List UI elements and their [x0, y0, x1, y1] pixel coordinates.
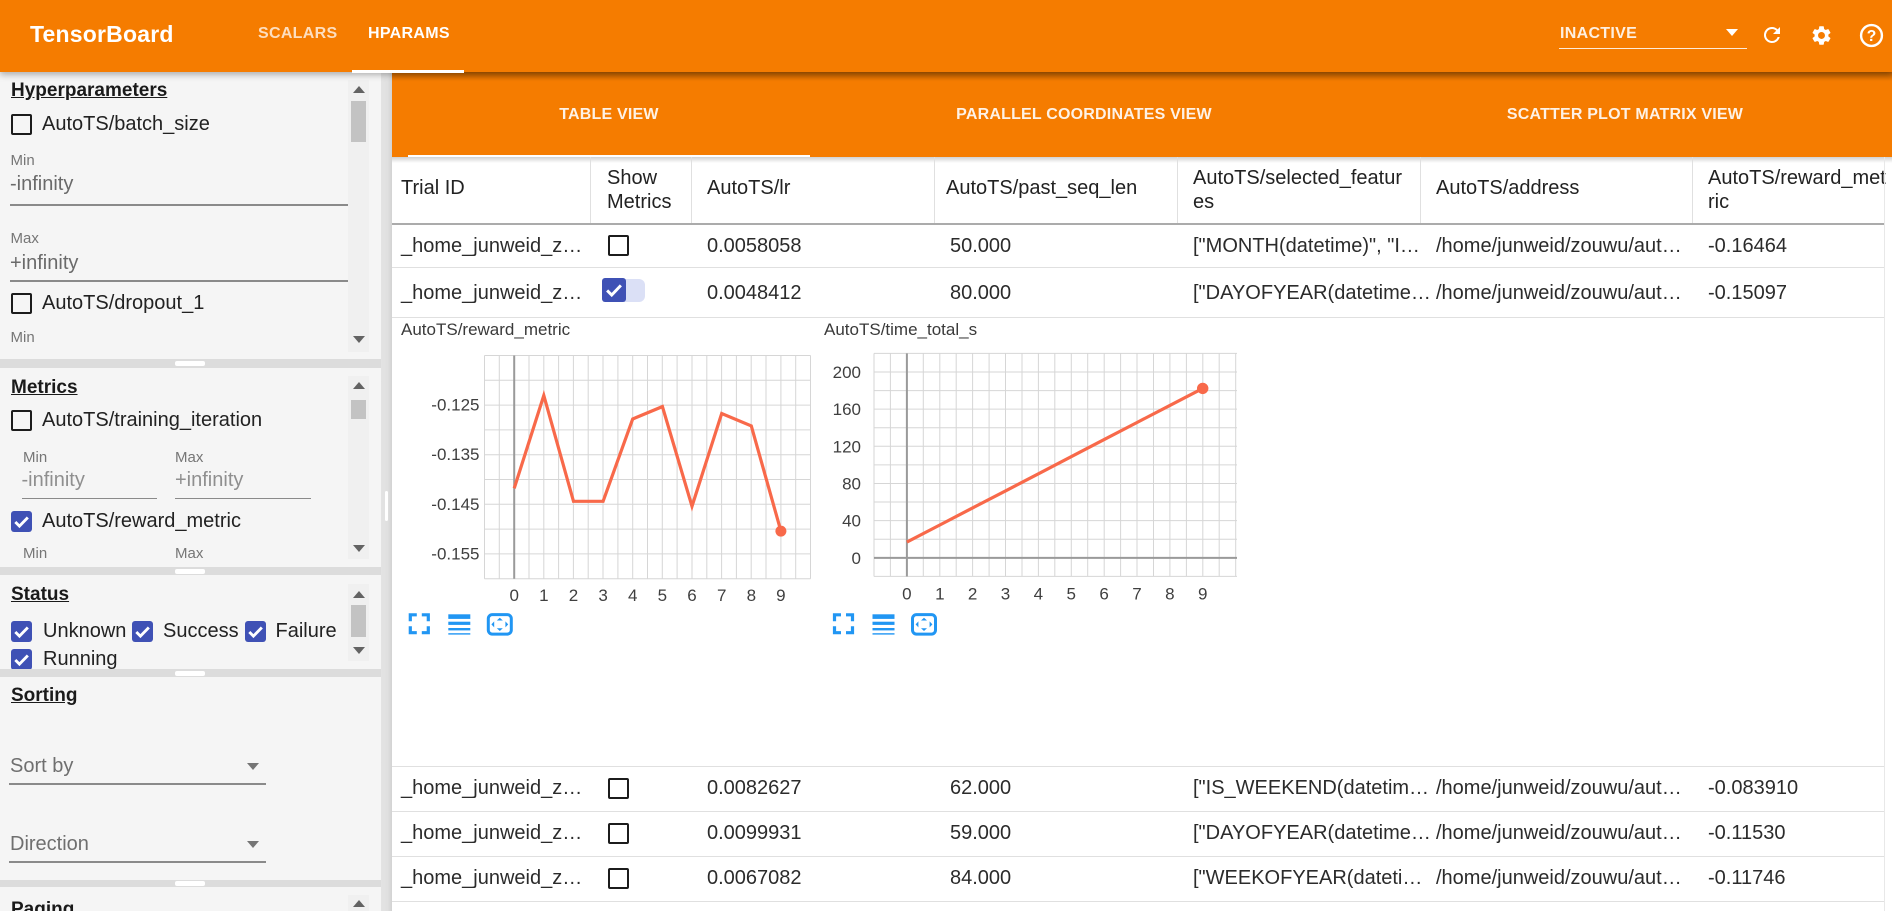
- svg-text:40: 40: [842, 512, 861, 531]
- svg-text:7: 7: [717, 586, 726, 605]
- svg-text:4: 4: [628, 586, 637, 605]
- svg-text:6: 6: [687, 586, 696, 605]
- svg-text:-0.145: -0.145: [431, 495, 479, 514]
- svg-text:1: 1: [539, 586, 548, 605]
- svg-text:?: ?: [1867, 28, 1877, 45]
- svg-text:-0.155: -0.155: [431, 544, 479, 563]
- svg-text:5: 5: [1066, 585, 1075, 604]
- svg-text:3: 3: [1001, 585, 1010, 604]
- svg-text:160: 160: [833, 400, 861, 419]
- svg-text:-0.135: -0.135: [431, 445, 479, 464]
- svg-text:3: 3: [598, 586, 607, 605]
- svg-text:5: 5: [658, 586, 667, 605]
- svg-text:8: 8: [1165, 585, 1174, 604]
- svg-text:9: 9: [776, 586, 785, 605]
- svg-text:4: 4: [1034, 585, 1043, 604]
- svg-text:6: 6: [1099, 585, 1108, 604]
- svg-text:0: 0: [509, 586, 518, 605]
- svg-text:2: 2: [569, 586, 578, 605]
- svg-text:0: 0: [902, 585, 911, 604]
- svg-text:2: 2: [968, 585, 977, 604]
- svg-text:1: 1: [935, 585, 944, 604]
- svg-text:-0.125: -0.125: [431, 396, 479, 415]
- svg-text:9: 9: [1198, 585, 1207, 604]
- svg-text:0: 0: [852, 549, 861, 568]
- svg-text:7: 7: [1132, 585, 1141, 604]
- svg-text:200: 200: [833, 363, 861, 382]
- svg-text:120: 120: [833, 437, 861, 456]
- svg-text:8: 8: [747, 586, 756, 605]
- svg-text:80: 80: [842, 475, 861, 494]
